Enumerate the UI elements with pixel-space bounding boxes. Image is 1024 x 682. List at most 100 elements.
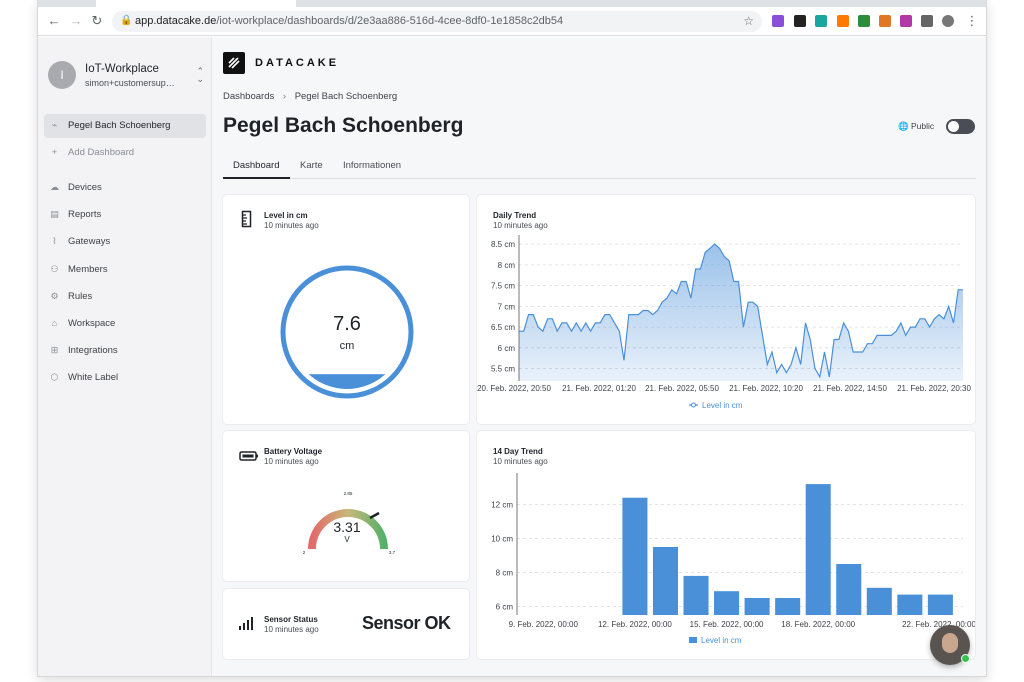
profile-avatar[interactable] bbox=[942, 15, 954, 27]
public-text: Public bbox=[910, 121, 935, 131]
bar bbox=[775, 598, 801, 615]
extension-icon-4[interactable] bbox=[837, 15, 849, 27]
sidebar-item-white-label[interactable]: ⬡ White Label bbox=[44, 366, 206, 390]
battery-gauge: 2.85 2 3.7 bbox=[303, 491, 396, 555]
online-indicator bbox=[961, 654, 970, 663]
logo-mark bbox=[223, 52, 245, 74]
chevron-right-icon: › bbox=[282, 91, 287, 102]
legend-label: Level in cm bbox=[701, 636, 742, 645]
breadcrumb: Dashboards › Pegel Bach Schoenberg bbox=[223, 91, 403, 102]
workspace-name: IoT-Workplace bbox=[85, 63, 159, 75]
menu-dots-icon[interactable]: ⋮ bbox=[965, 13, 979, 28]
plus-icon: + bbox=[51, 147, 58, 157]
bookmark-star-icon[interactable]: ☆ bbox=[743, 14, 754, 28]
extension-icon-7[interactable] bbox=[900, 15, 912, 27]
browser-toolbar: ← → ↻ 🔒 app.datacake.de/iot-workplace/da… bbox=[38, 7, 986, 36]
document-icon: ▤ bbox=[50, 209, 59, 220]
chat-support-button[interactable] bbox=[930, 625, 970, 665]
daily-title: Daily Trend bbox=[493, 211, 537, 220]
sidebar-item-rules[interactable]: ⚙ Rules bbox=[44, 285, 206, 309]
tab-karte[interactable]: Karte bbox=[300, 160, 323, 171]
sidebar-item-label: Rules bbox=[68, 290, 93, 302]
daily-trend-chart[interactable]: 5.5 cm 6 cm 6.5 cm 7 cm 7.5 cm 8 cm 8.5 cm 20. … bbox=[477, 195, 975, 424]
fourteen-day-chart[interactable]: 6 cm 8 cm 10 cm 12 cm 9. Feb. 2022, 00:00 12.… bbox=[477, 431, 975, 659]
x-tick-label: 21. Feb. 2022, 01:20 bbox=[562, 384, 636, 393]
bar bbox=[927, 594, 953, 615]
sidebar-dashboard-pegel-bach-schoenberg[interactable]: ⌁ Pegel Bach Schoenberg bbox=[44, 114, 206, 138]
breadcrumb-dashboards[interactable]: Dashboards bbox=[223, 91, 275, 102]
battery-max-label: 3.7 bbox=[389, 550, 396, 555]
x-tick-label: 22. Feb. 2022, 00:00 bbox=[902, 620, 975, 629]
bar bbox=[652, 547, 678, 615]
sidebar-item-label: White Label bbox=[68, 372, 119, 384]
sidebar-item-integrations[interactable]: ⊞ Integrations bbox=[44, 339, 206, 363]
globe-icon: 🌐 bbox=[898, 121, 909, 131]
bar bbox=[897, 594, 923, 615]
bar bbox=[683, 575, 709, 615]
daily-series-line bbox=[519, 243, 963, 379]
battery-mark-label: 2.85 bbox=[344, 491, 353, 496]
battery-needle bbox=[369, 511, 380, 520]
x-tick-label: 18. Feb. 2022, 00:00 bbox=[781, 620, 855, 629]
sensor-status-widget: Sensor Status 10 minutes ago Sensor OK bbox=[223, 589, 469, 659]
tab-dashboard[interactable]: Dashboard bbox=[233, 160, 280, 171]
reload-icon[interactable]: ↻ bbox=[91, 13, 103, 28]
integrations-icon: ⊞ bbox=[50, 345, 59, 356]
rules-icon: ⚙ bbox=[50, 290, 59, 301]
sidebar-item-gateways[interactable]: ⌇ Gateways bbox=[44, 230, 206, 254]
sensor-status-value: Sensor OK bbox=[362, 613, 451, 633]
x-tick-label: 15. Feb. 2022, 00:00 bbox=[690, 620, 764, 629]
level-value: 7.6 bbox=[333, 313, 361, 335]
fourteen-title: 14 Day Trend bbox=[493, 447, 543, 456]
fourteen-day-trend-widget: 14 Day Trend 10 minutes ago 6 cm 8 cm 10 c… bbox=[477, 431, 975, 659]
logo-wordmark: DATACAKE bbox=[255, 57, 340, 69]
extension-icon-5[interactable] bbox=[858, 15, 870, 27]
daily-trend-widget: Daily Trend 10 minutes ago 5.5 cm 6 cm 6.5… bbox=[477, 195, 975, 424]
sidebar-item-devices[interactable]: ☁ Devices bbox=[44, 176, 206, 200]
lock-icon: 🔒 bbox=[120, 15, 133, 26]
page-title: Pegel Bach Schoenberg bbox=[223, 114, 464, 137]
forward-icon[interactable]: → bbox=[69, 13, 83, 28]
x-tick-label: 20. Feb. 2022, 20:50 bbox=[477, 384, 551, 393]
x-tick-label: 12. Feb. 2022, 00:00 bbox=[598, 620, 672, 629]
legend-label: Level in cm bbox=[702, 401, 743, 410]
sidebar-item-members[interactable]: ⚇ Members bbox=[44, 258, 206, 282]
extension-icon-2[interactable] bbox=[794, 15, 806, 27]
bar bbox=[744, 598, 770, 615]
workspace-switcher[interactable]: I IoT-Workplace simon+customersup… ⌃ ⌄ bbox=[48, 61, 204, 91]
tab-informationen[interactable]: Informationen bbox=[343, 160, 402, 171]
workspace-user: simon+customersup… bbox=[85, 78, 175, 88]
metamask-icon[interactable] bbox=[879, 15, 891, 27]
browser-tab[interactable] bbox=[96, 0, 296, 7]
back-icon[interactable]: ← bbox=[47, 13, 61, 28]
browser-window: ← → ↻ 🔒 app.datacake.de/iot-workplace/da… bbox=[38, 0, 986, 676]
level-unit: cm bbox=[339, 340, 355, 352]
extension-icon-1[interactable] bbox=[772, 15, 784, 27]
battery-title: Battery Voltage bbox=[264, 447, 323, 456]
sidebar-item-reports[interactable]: ▤ Reports bbox=[44, 203, 206, 227]
public-label: 🌐 Public bbox=[898, 121, 934, 132]
sidebar-item-label: Workspace bbox=[68, 318, 116, 329]
y-tick-label: 8.5 cm bbox=[491, 240, 515, 249]
battery-unit: V bbox=[344, 535, 350, 544]
level-widget: Level in cm 10 minutes ago 7.6 cm bbox=[223, 195, 469, 424]
level-updated: 10 minutes ago bbox=[264, 221, 319, 230]
sidebar-item-workspace[interactable]: ⌂ Workspace bbox=[44, 312, 206, 336]
dashboard-tabs: Dashboard Karte Informationen bbox=[223, 155, 976, 179]
extension-icon-3[interactable] bbox=[815, 15, 827, 27]
battery-widget: Battery Voltage 10 minutes ago 2.85 2 3.… bbox=[223, 431, 469, 581]
signal-bars-icon bbox=[239, 617, 253, 630]
chart-line-icon: ⌁ bbox=[51, 120, 58, 130]
breadcrumb-current: Pegel Bach Schoenberg bbox=[294, 91, 398, 102]
ruler-icon bbox=[241, 210, 252, 228]
daily-updated: 10 minutes ago bbox=[493, 221, 548, 230]
puzzle-icon[interactable] bbox=[921, 15, 933, 27]
sidebar-add-dashboard[interactable]: + Add Dashboard bbox=[44, 141, 206, 165]
sidebar-item-label: Integrations bbox=[68, 345, 118, 357]
bar bbox=[714, 591, 740, 615]
address-bar[interactable]: 🔒 app.datacake.de/iot-workplace/dashboar… bbox=[112, 11, 762, 32]
bar bbox=[622, 497, 648, 615]
chevron-updown-icon: ⌃ ⌄ bbox=[196, 66, 204, 84]
public-toggle[interactable] bbox=[946, 119, 975, 134]
bar bbox=[866, 587, 892, 615]
